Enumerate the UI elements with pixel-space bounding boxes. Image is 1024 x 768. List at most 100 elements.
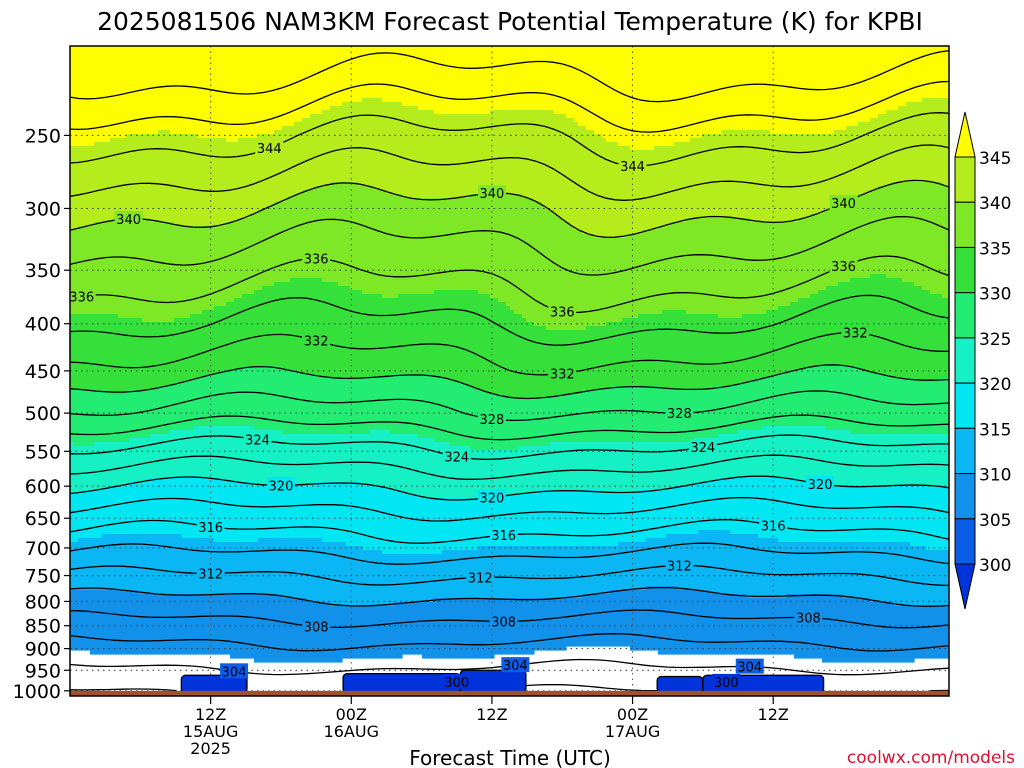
cold-pool-1 <box>342 672 461 694</box>
contour-label-bg <box>829 257 858 273</box>
x-tick-label: 00Z <box>336 705 367 724</box>
contour-label: 336 <box>550 305 575 320</box>
colorbar-label: 340 <box>979 194 1011 214</box>
contour-label: 336 <box>69 290 94 305</box>
contour-328 <box>70 390 949 422</box>
contour-348 <box>70 50 949 103</box>
contour-label-bg <box>255 140 284 156</box>
contour-340 <box>70 179 949 238</box>
contour-label-bg <box>477 411 506 427</box>
contour-label: 336 <box>831 260 856 275</box>
y-tick-label: 650 <box>25 508 61 530</box>
contour-label: 332 <box>304 335 329 350</box>
colorbar-label: 315 <box>979 420 1011 440</box>
contour-334 <box>70 294 949 346</box>
contour-label: 308 <box>491 615 516 630</box>
contour-label: 324 <box>245 434 270 449</box>
colorbar-label: 305 <box>979 511 1011 531</box>
x-tick-label: 2025 <box>190 739 231 758</box>
contour-label: 300 <box>714 676 739 691</box>
contour-label-bg <box>302 250 331 266</box>
y-tick-label: 700 <box>25 538 61 560</box>
contour-label: 308 <box>304 621 329 636</box>
contour-label: 312 <box>198 567 223 582</box>
y-tick-label: 550 <box>25 441 61 463</box>
chart-title: 2025081506 NAM3KM Forecast Potential Tem… <box>97 7 923 36</box>
contour-label-bg <box>266 477 295 493</box>
contour-label: 304 <box>737 661 762 676</box>
contour-label: 340 <box>480 187 505 202</box>
contour-label: 344 <box>257 142 282 157</box>
contour-336 <box>70 255 949 314</box>
contour-label: 320 <box>480 491 505 506</box>
contour-label: 328 <box>480 413 505 428</box>
contour-label-bg <box>489 527 518 543</box>
contour-label-bg <box>665 557 694 573</box>
colorbar-label: 310 <box>979 466 1011 486</box>
contour-label-bg <box>688 439 717 455</box>
contour-label: 340 <box>116 213 141 228</box>
contour-label-bg <box>466 569 495 585</box>
contour-label-bg <box>829 194 858 210</box>
contour-322 <box>70 454 949 480</box>
contour-label: 320 <box>269 479 294 494</box>
x-tick-label: 16AUG <box>324 722 379 741</box>
contour-label-bg <box>489 613 518 629</box>
contour-label-bg <box>794 609 823 625</box>
x-tick-label: 15AUG <box>183 722 238 741</box>
colorbar-bin <box>954 427 976 475</box>
contour-label-bg <box>548 365 577 381</box>
contour-label: 316 <box>491 529 516 544</box>
ground-terrain <box>70 690 949 696</box>
contour-label: 336 <box>304 253 329 268</box>
contour-label: 332 <box>550 367 575 382</box>
contour-324 <box>70 434 949 460</box>
theta-fill-layer <box>70 46 949 663</box>
contour-label: 324 <box>690 441 715 456</box>
colorbar: 345 340 335 330 325 320 315 310 305 300 <box>954 111 1011 610</box>
contour-label-bg <box>477 489 506 505</box>
colorbar-bin <box>954 473 976 520</box>
x-tick-label: 12Z <box>476 705 507 724</box>
contour-label-bg <box>759 517 788 533</box>
colorbar-bin <box>954 337 976 384</box>
contour-label: 312 <box>468 571 493 586</box>
contour-306 <box>70 633 949 652</box>
y-tick-label: 500 <box>25 403 61 425</box>
contour-label-bg <box>841 324 870 340</box>
contour-label-bg <box>302 618 331 634</box>
contour-320 <box>70 475 949 501</box>
contour-label-bg <box>220 663 249 679</box>
contour-label-bg <box>548 303 577 319</box>
contour-label-bg <box>806 475 835 491</box>
x-tick-label: 12Z <box>195 705 226 724</box>
colorbar-bin <box>954 382 976 429</box>
cold-pool-3 <box>656 675 704 694</box>
contour-label: 300 <box>444 676 469 691</box>
contour-label: 312 <box>667 559 692 574</box>
contour-labels: 344 344 340 340 340 336 336 336 336 332 332 332 328 3… <box>69 140 870 691</box>
contour-label-bg <box>665 405 694 421</box>
colorbar-label: 335 <box>979 239 1011 259</box>
contour-332 <box>70 331 949 376</box>
y-tick-label: 400 <box>25 314 61 336</box>
contour-label-bg <box>302 332 331 348</box>
gridlines <box>70 46 949 696</box>
colorbar-label: 325 <box>979 330 1011 350</box>
contour-label: 340 <box>831 197 856 212</box>
x-axis-label: Forecast Time (UTC) <box>409 746 611 768</box>
contour-318 <box>70 496 949 522</box>
colorbar-bin <box>954 292 976 339</box>
y-axis: 2503003504004505005506006507007508008509… <box>13 125 70 703</box>
credit-text[interactable]: coolwx.com/models <box>847 748 1015 768</box>
contour-label-bg <box>442 448 471 464</box>
contour-lines <box>70 50 949 696</box>
y-tick-label: 1000 <box>13 681 61 703</box>
colorbar-label: 330 <box>979 285 1011 305</box>
contour-label-bg <box>618 157 647 173</box>
colorbar-label: 320 <box>979 375 1011 395</box>
contour-314 <box>70 542 949 565</box>
contour-label-bg <box>442 673 471 689</box>
contour-label-bg <box>196 565 225 581</box>
